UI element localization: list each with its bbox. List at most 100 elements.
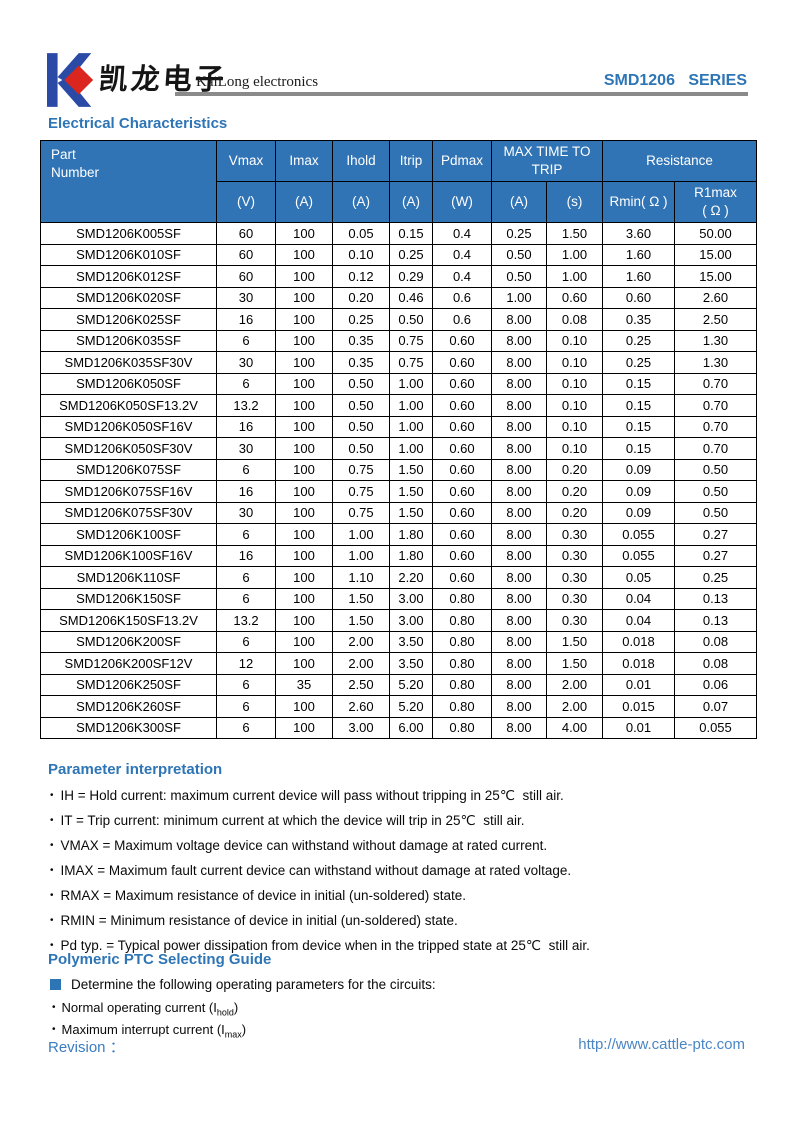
value-cell: 1.80 (389, 523, 433, 546)
table-row: SMD1206K200SF 6 100 2.00 3.50 0.80 8.00 1.50 0.0… (40, 630, 758, 653)
value-cell: 60 (216, 243, 276, 266)
value-cell: 0.15 (602, 394, 675, 417)
value-cell: 0.75 (389, 329, 433, 352)
value-cell: 60 (216, 222, 276, 245)
value-cell: 100 (275, 394, 333, 417)
table-row: SMD1206K020SF 30 100 0.20 0.46 0.6 1.00 0.60 0.6… (40, 286, 758, 309)
kailong-logo-icon (47, 53, 94, 107)
value-cell: 15.00 (673, 265, 758, 288)
part-number-cell: SMD1206K020SF (40, 286, 217, 309)
unit-itrip: (A) (389, 181, 433, 223)
value-cell: 3.50 (389, 652, 433, 675)
value-cell: 0.20 (546, 501, 603, 524)
value-cell: 8.00 (491, 587, 547, 610)
table-row: SMD1206K050SF16V 16 100 0.50 1.00 0.60 8.00 0.1… (40, 415, 758, 438)
part-number-cell: SMD1206K075SF (40, 458, 217, 481)
value-cell: 2.00 (546, 695, 603, 718)
value-cell: 1.10 (332, 566, 390, 589)
table-row: SMD1206K075SF30V 30 100 0.75 1.50 0.60 8.00 0.2… (40, 501, 758, 524)
value-cell: 0.50 (491, 243, 547, 266)
value-cell: 0.01 (602, 716, 675, 739)
value-cell: 1.50 (389, 480, 433, 503)
series-title: SMD1206 SERIES (603, 72, 747, 89)
value-cell: 0.15 (389, 222, 433, 245)
value-cell: 0.60 (432, 523, 492, 546)
value-cell: 1.00 (389, 437, 433, 460)
value-cell: 8.00 (491, 394, 547, 417)
value-cell: 6 (216, 566, 276, 589)
value-cell: 100 (275, 265, 333, 288)
value-cell: 1.50 (389, 458, 433, 481)
website-link[interactable]: http://www.cattle-ptc.com (578, 1036, 745, 1053)
value-cell: 8.00 (491, 630, 547, 653)
value-cell: 30 (216, 286, 276, 309)
value-cell: 6.00 (389, 716, 433, 739)
value-cell: 0.70 (673, 415, 758, 438)
value-cell: 0.60 (432, 415, 492, 438)
table-row: SMD1206K300SF 6 100 3.00 6.00 0.80 8.00 4.00 0.0… (40, 716, 758, 739)
value-cell: 1.50 (546, 652, 603, 675)
value-cell: 0.50 (332, 415, 390, 438)
table-row: SMD1206K035SF 6 100 0.35 0.75 0.60 8.00 0.10 0.2… (40, 329, 758, 352)
part-number-cell: SMD1206K035SF30V (40, 351, 217, 374)
value-cell: 16 (216, 308, 276, 331)
company-name-english: KaiLong electronics (196, 74, 319, 90)
value-cell: 0.06 (673, 673, 758, 696)
col-header-part-number: Part Number (40, 140, 217, 223)
value-cell: 8.00 (491, 415, 547, 438)
value-cell: 0.30 (546, 523, 603, 546)
table-row: SMD1206K050SF 6 100 0.50 1.00 0.60 8.00 0.10 0.1… (40, 372, 758, 395)
value-cell: 0.75 (332, 501, 390, 524)
table-row: SMD1206K005SF 60 100 0.05 0.15 0.4 0.25 1.50 3.6… (40, 222, 758, 245)
parameter-item: RMAX = Maximum resistance of device in i… (50, 884, 750, 909)
col-header-rmin: Rmin( Ω ) (602, 181, 675, 223)
value-cell: 0.60 (432, 329, 492, 352)
value-cell: 8.00 (491, 673, 547, 696)
table-row: SMD1206K260SF 6 100 2.60 5.20 0.80 8.00 2.00 0.0… (40, 695, 758, 718)
parameter-interpretation-heading: Parameter interpretation (48, 761, 223, 778)
part-number-cell: SMD1206K150SF (40, 587, 217, 610)
value-cell: 0.05 (332, 222, 390, 245)
part-number-cell: SMD1206K050SF16V (40, 415, 217, 438)
value-cell: 0.60 (432, 394, 492, 417)
table-row: SMD1206K200SF12V 12 100 2.00 3.50 0.80 8.00 1.5… (40, 652, 758, 675)
value-cell: 100 (275, 480, 333, 503)
value-cell: 0.75 (332, 480, 390, 503)
value-cell: 6 (216, 372, 276, 395)
value-cell: 100 (275, 652, 333, 675)
value-cell: 0.04 (602, 587, 675, 610)
value-cell: 13.2 (216, 394, 276, 417)
value-cell: 0.60 (432, 480, 492, 503)
col-header-pdmax: Pdmax (432, 140, 492, 182)
value-cell: 1.30 (673, 329, 758, 352)
value-cell: 0.6 (432, 286, 492, 309)
value-cell: 0.75 (389, 351, 433, 374)
table-row: SMD1206K050SF30V 30 100 0.50 1.00 0.60 8.00 0.1… (40, 437, 758, 460)
value-cell: 6 (216, 329, 276, 352)
value-cell: 0.25 (602, 329, 675, 352)
value-cell: 0.6 (432, 308, 492, 331)
unit-vmax: (V) (216, 181, 276, 223)
table-row: SMD1206K010SF 60 100 0.10 0.25 0.4 0.50 1.00 1.6… (40, 243, 758, 266)
value-cell: 6 (216, 673, 276, 696)
value-cell: 0.13 (673, 609, 758, 632)
value-cell: 100 (275, 501, 333, 524)
value-cell: 0.50 (332, 394, 390, 417)
value-cell: 1.50 (546, 222, 603, 245)
value-cell: 0.018 (602, 652, 675, 675)
part-number-cell: SMD1206K010SF (40, 243, 217, 266)
parameter-item: IMAX = Maximum fault current device can … (50, 859, 750, 884)
value-cell: 0.15 (602, 372, 675, 395)
value-cell: 2.50 (673, 308, 758, 331)
value-cell: 1.30 (673, 351, 758, 374)
value-cell: 0.15 (602, 415, 675, 438)
value-cell: 0.60 (432, 501, 492, 524)
value-cell: 100 (275, 372, 333, 395)
value-cell: 0.10 (546, 351, 603, 374)
part-number-cell: SMD1206K012SF (40, 265, 217, 288)
value-cell: 0.018 (602, 630, 675, 653)
value-cell: 60 (216, 265, 276, 288)
value-cell: 8.00 (491, 523, 547, 546)
value-cell: 0.01 (602, 673, 675, 696)
